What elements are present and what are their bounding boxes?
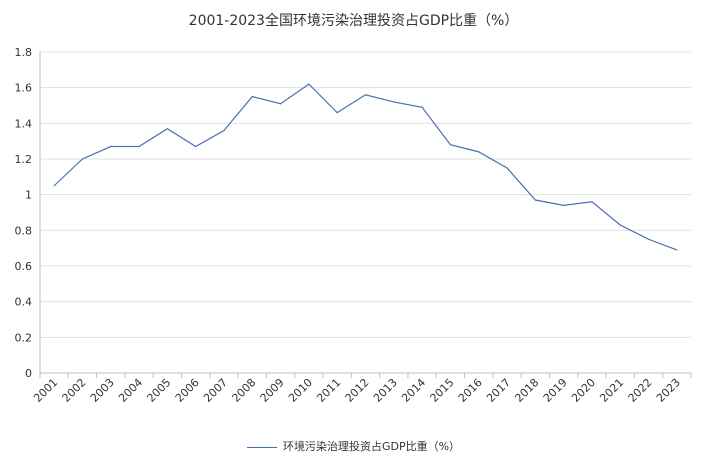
- x-tick-label: 2018: [512, 376, 541, 405]
- x-tick-label: 2021: [597, 376, 626, 405]
- x-tick-label: 2009: [258, 376, 287, 405]
- legend-swatch: [246, 446, 277, 448]
- x-tick-label: 2004: [116, 376, 145, 405]
- data-point: [393, 101, 395, 103]
- series-line: [53, 83, 678, 251]
- y-tick-label: 0.8: [15, 224, 33, 237]
- data-point: [647, 238, 650, 240]
- data-point: [449, 144, 452, 146]
- data-point: [279, 103, 282, 105]
- y-tick-label: 1.4: [15, 117, 33, 130]
- data-point: [676, 249, 678, 251]
- y-tick-label: 0: [25, 367, 32, 380]
- data-point: [421, 106, 423, 108]
- data-point: [195, 145, 197, 148]
- x-tick-label: 2008: [229, 376, 258, 405]
- x-tick-label: 2015: [428, 376, 457, 405]
- x-tick-labels: 2001 2002 2003 2004 2005 2006 2007 2008 2009 2010…: [31, 376, 683, 405]
- y-tick-label: 1.8: [15, 46, 33, 59]
- data-point: [478, 151, 480, 153]
- data-point: [308, 83, 310, 85]
- x-tick-label: 2013: [371, 376, 400, 405]
- data-point: [591, 201, 593, 203]
- data-point: [563, 204, 565, 206]
- legend: 环境污染治理投资占GDP比重（%）: [0, 438, 707, 454]
- axes: [39, 52, 692, 378]
- data-point: [53, 185, 55, 187]
- x-tick-label: 2014: [399, 376, 428, 405]
- x-tick-label: 2005: [144, 376, 173, 405]
- series-lines: [53, 83, 678, 251]
- y-tick-label: 0.4: [15, 296, 33, 309]
- x-tick-label: 2019: [541, 376, 570, 405]
- y-tick-labels: 0 0.2 0.4 0.6 0.8 1 1.2 1.4 1.6 1.8: [15, 46, 33, 380]
- data-point: [619, 224, 621, 226]
- x-tick-label: 2023: [654, 376, 683, 405]
- x-tick-label: 2007: [201, 376, 230, 405]
- data-point: [138, 145, 140, 148]
- data-point: [110, 145, 112, 148]
- y-tick-label: 1.2: [15, 153, 33, 166]
- data-point: [506, 167, 508, 169]
- x-tick-label: 2022: [626, 376, 655, 405]
- x-tick-label: 2010: [286, 376, 315, 405]
- legend-label: 环境污染治理投资占GDP比重（%）: [282, 440, 461, 453]
- y-tick-label: 0.2: [15, 331, 33, 344]
- x-tick-label: 2006: [173, 376, 202, 405]
- data-point: [166, 128, 168, 130]
- data-point: [223, 129, 225, 132]
- x-tick-label: 2017: [484, 376, 513, 405]
- x-tick-label: 2001: [31, 376, 60, 405]
- data-point: [364, 94, 367, 96]
- data-point: [336, 112, 338, 114]
- x-tick-label: 2002: [60, 376, 89, 405]
- x-tick-label: 2012: [343, 376, 372, 405]
- y-tick-label: 1: [25, 189, 32, 202]
- x-tick-label: 2020: [569, 376, 598, 405]
- x-tick-label: 2011: [314, 376, 343, 405]
- data-point: [251, 95, 253, 98]
- grid-lines: [40, 51, 691, 338]
- data-point: [534, 199, 536, 201]
- x-tick-label: 2016: [456, 376, 485, 405]
- y-tick-label: 1.6: [15, 82, 33, 95]
- chart-title: 2001-2023全国环境污染治理投资占GDP比重（%）: [188, 13, 519, 29]
- data-point: [81, 158, 84, 160]
- x-tick-label: 2003: [88, 376, 117, 405]
- y-tick-label: 0.6: [15, 260, 33, 273]
